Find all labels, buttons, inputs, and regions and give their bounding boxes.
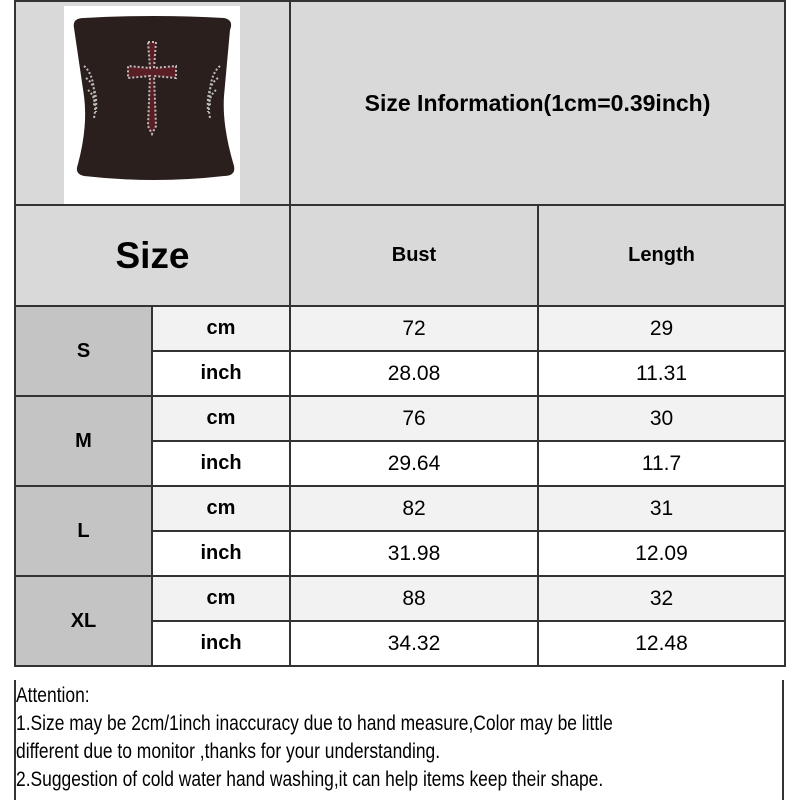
bust-value: 76 xyxy=(289,395,539,442)
length-value: 12.09 xyxy=(536,530,787,577)
bust-value: 34.32 xyxy=(289,620,539,667)
size-label: L xyxy=(14,485,153,577)
attention-line: 2.Suggestion of cold water hand washing,… xyxy=(16,768,604,791)
length-value: 32 xyxy=(536,575,787,622)
table-row: L cm 82 31 xyxy=(14,485,787,577)
length-value: 31 xyxy=(536,485,787,532)
bust-value: 82 xyxy=(289,485,539,532)
size-label: M xyxy=(14,395,153,487)
unit-label: inch xyxy=(151,350,291,397)
table-row: S cm 72 29 xyxy=(14,305,787,397)
strapless-top-with-cross-image xyxy=(73,16,235,180)
length-value: 12.48 xyxy=(536,620,787,667)
table-row: M cm 76 30 xyxy=(14,395,787,487)
column-header-length: Length xyxy=(536,204,787,307)
size-header: Size xyxy=(14,204,291,307)
attention-box xyxy=(14,680,784,800)
bust-value: 88 xyxy=(289,575,539,622)
column-header-bust: Bust xyxy=(289,204,539,307)
size-information-title: Size Information(1cm=0.39inch) xyxy=(288,0,787,206)
table-row: inch 34.32 12.48 xyxy=(15,620,787,667)
length-value: 11.31 xyxy=(536,350,787,397)
unit-label: cm xyxy=(151,485,291,532)
table-row: XL cm 88 32 xyxy=(14,575,787,667)
attention-notes: Attention: 1.Size may be 2cm/1inch inacc… xyxy=(16,682,763,794)
attention-line: 1.Size may be 2cm/1inch inaccuracy due t… xyxy=(16,712,613,735)
bust-value: 28.08 xyxy=(289,350,539,397)
size-label: XL xyxy=(14,575,153,667)
attention-line: different due to monitor ,thanks for you… xyxy=(16,740,441,763)
bust-value: 29.64 xyxy=(289,440,539,487)
length-value: 11.7 xyxy=(536,440,787,487)
length-value: 29 xyxy=(536,305,787,352)
size-label: S xyxy=(14,305,153,397)
product-image xyxy=(64,6,240,204)
table-row: inch 28.08 11.31 xyxy=(15,350,787,397)
product-image-cell xyxy=(14,0,291,206)
bust-value: 72 xyxy=(289,305,539,352)
unit-label: inch xyxy=(151,530,291,577)
length-value: 30 xyxy=(536,395,787,442)
unit-label: cm xyxy=(151,575,291,622)
unit-label: inch xyxy=(151,440,291,487)
unit-label: cm xyxy=(151,305,291,352)
attention-heading: Attention: xyxy=(16,684,90,707)
table-row: inch 29.64 11.7 xyxy=(15,440,787,487)
size-chart-table: Size Information(1cm=0.39inch) Size Bust… xyxy=(14,0,787,667)
table-row: inch 31.98 12.09 xyxy=(15,530,787,577)
bust-value: 31.98 xyxy=(289,530,539,577)
unit-label: inch xyxy=(151,620,291,667)
unit-label: cm xyxy=(151,395,291,442)
